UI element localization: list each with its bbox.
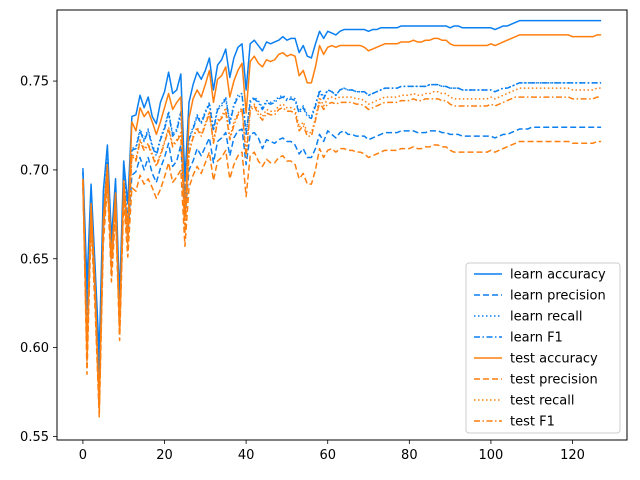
legend-label-learn-accuracy: learn accuracy — [510, 268, 606, 283]
legend: learn accuracy learn precision learn recal… — [465, 262, 621, 434]
series-line-learn-F1 — [82, 82, 602, 372]
x-tick-label: 80 — [401, 448, 418, 463]
legend-label-test-precision: test precision — [510, 373, 598, 388]
x-tick-label: 20 — [156, 448, 173, 463]
series-layer — [82, 19, 602, 418]
y-tick-label: 0.60 — [20, 341, 49, 356]
x-tick-label: 60 — [319, 448, 336, 463]
legend-label-test-recall: test recall — [510, 394, 575, 409]
series-line-learn-precision — [82, 126, 602, 379]
plot-area-frame — [56, 9, 628, 441]
x-axis: 0 20 40 60 80 100 120 — [79, 440, 585, 463]
y-tick-label: 0.70 — [20, 163, 49, 178]
series-line-learn-accuracy — [82, 19, 602, 356]
legend-label-test-accuracy: test accuracy — [510, 352, 598, 367]
legend-box — [465, 262, 621, 434]
series-line-test-precision — [82, 140, 602, 418]
legend-label-learn-recall: learn recall — [510, 310, 582, 325]
legend-label-learn-precision: learn precision — [510, 289, 606, 304]
x-tick-label: 120 — [560, 448, 585, 463]
y-axis: 0.55 0.60 0.65 0.70 0.75 — [20, 75, 57, 445]
legend-label-test-F1: test F1 — [510, 415, 555, 430]
x-tick-label: 0 — [79, 448, 87, 463]
y-tick-label: 0.55 — [20, 430, 49, 445]
legend-label-learn-F1: learn F1 — [510, 331, 563, 346]
series-line-test-F1 — [82, 96, 602, 413]
x-tick-label: 100 — [479, 448, 504, 463]
x-tick-label: 40 — [238, 448, 255, 463]
y-tick-label: 0.75 — [20, 75, 49, 90]
series-line-test-accuracy — [82, 34, 602, 406]
y-tick-label: 0.65 — [20, 252, 49, 267]
